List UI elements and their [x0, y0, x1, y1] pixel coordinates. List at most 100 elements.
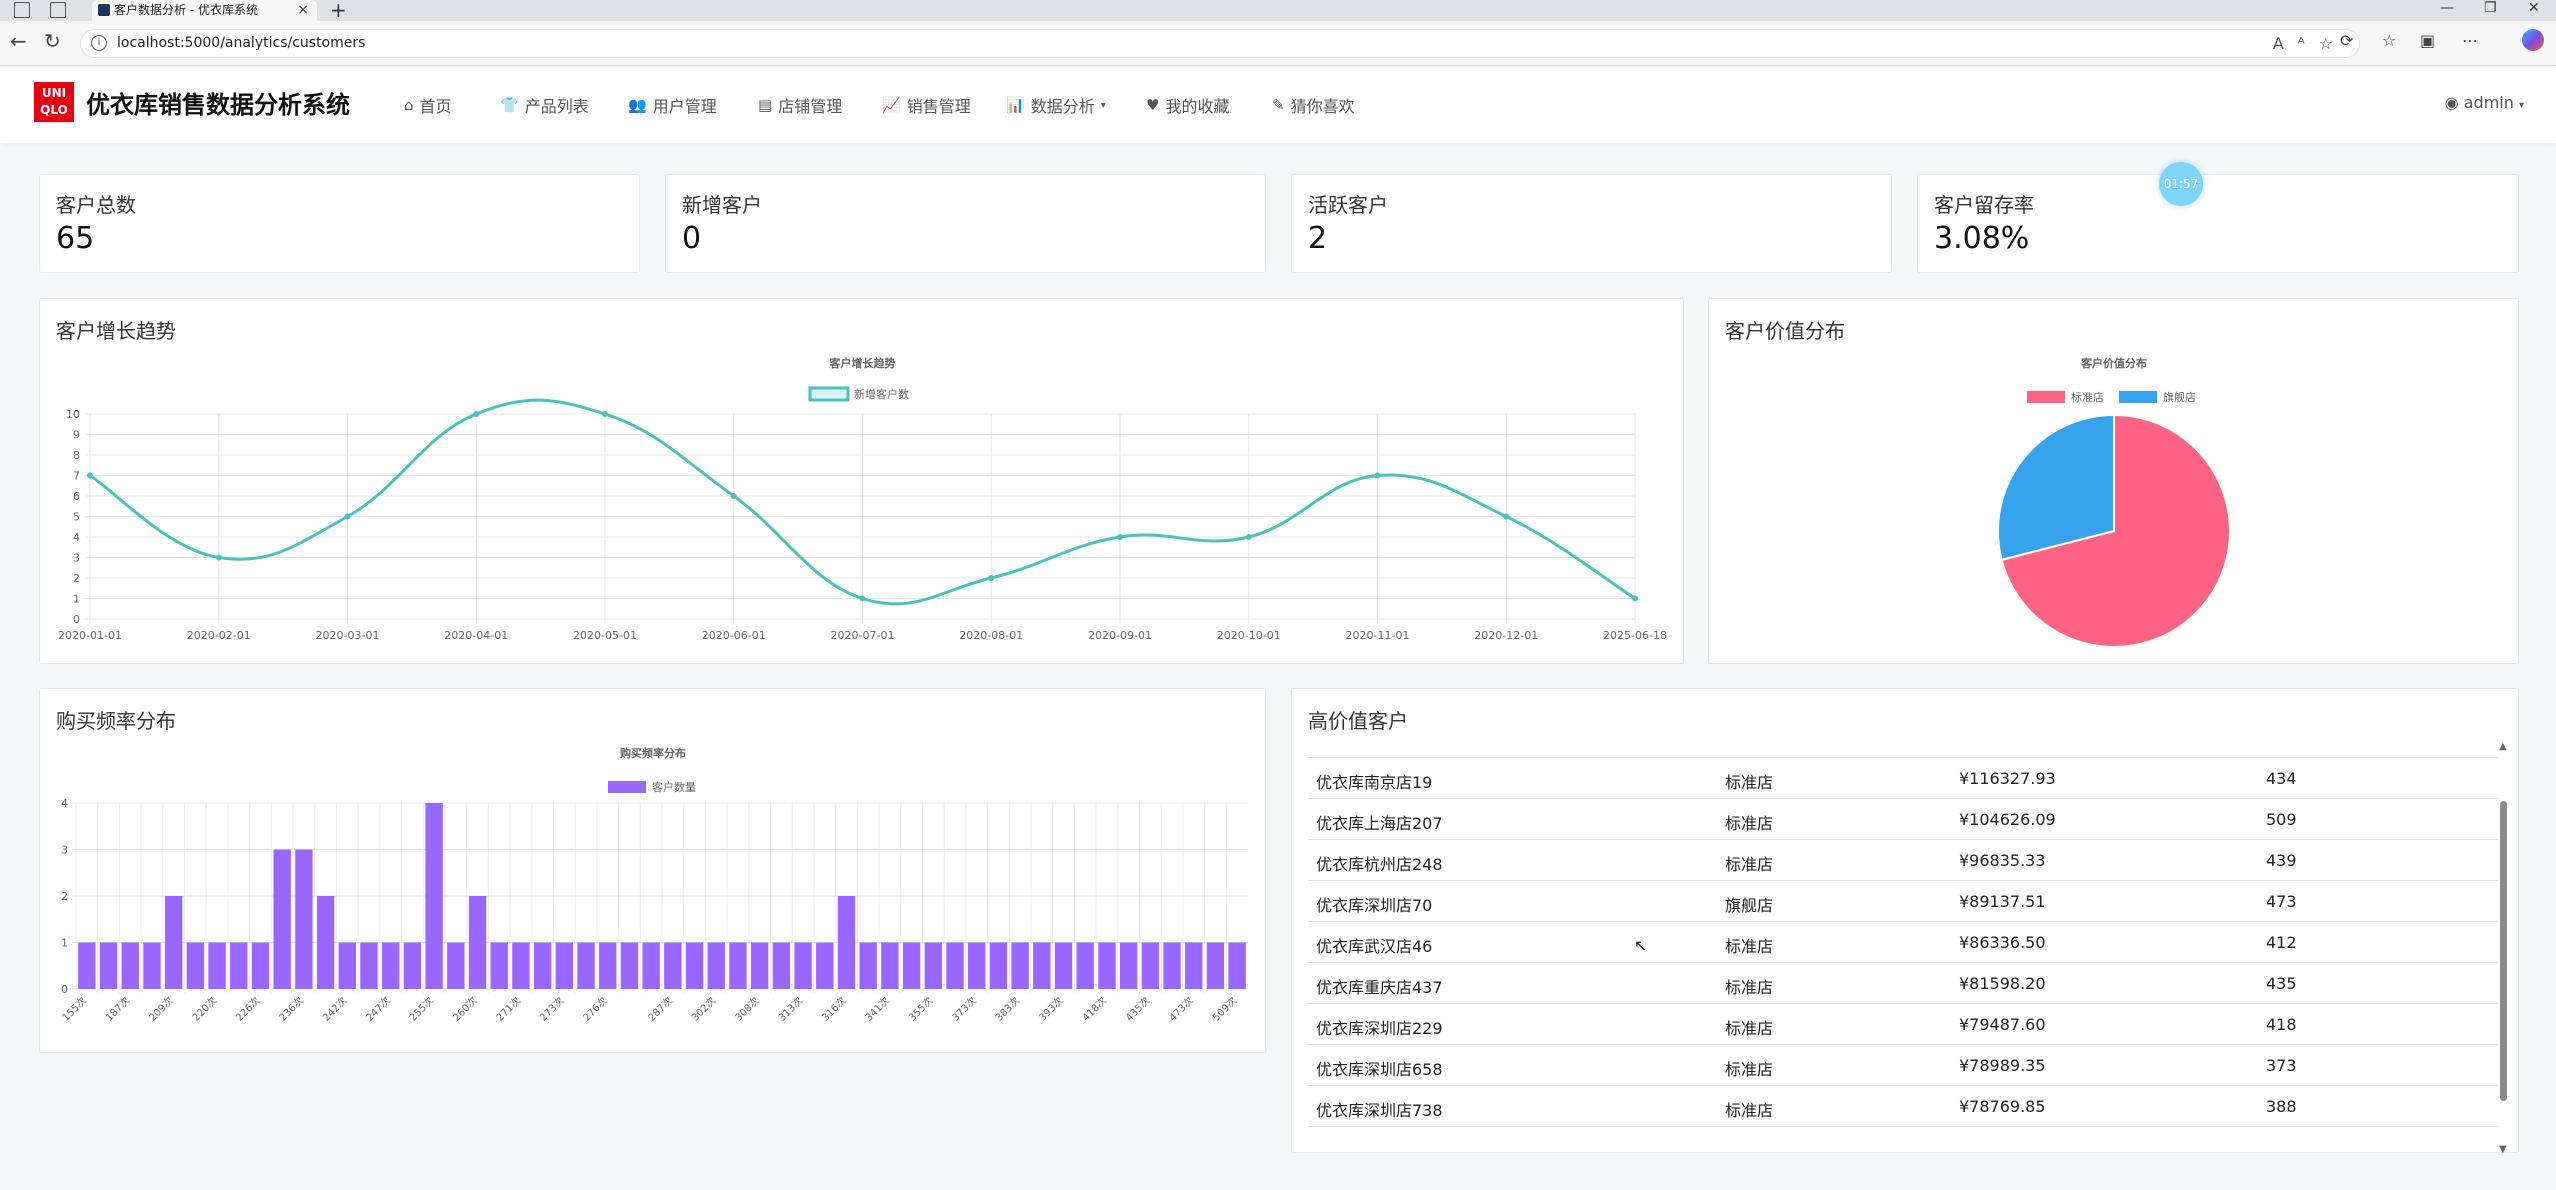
reload-icon[interactable]: ↻ [44, 29, 61, 53]
y-tick-label: 10 [66, 408, 80, 421]
scroll-down-icon[interactable]: ▼ [2499, 1144, 2507, 1155]
url-field[interactable]: i localhost:5000/analytics/customers Aᴬ☆ [80, 29, 2360, 58]
more-icon[interactable]: ⋯ [2462, 31, 2478, 50]
cell-amount: ¥86336.50 [1959, 933, 2046, 952]
table-row[interactable]: 优衣库深圳店70 旗舰店 ¥89137.51 473 [1308, 881, 2498, 922]
high-value-table[interactable]: 优衣库南京店19 标准店 ¥116327.93 434 优衣库上海店207 标准店 ¥104… [1308, 745, 2498, 1153]
nav-item-products[interactable]: 👕 产品列表 [500, 93, 589, 117]
table-row[interactable]: 优衣库上海店207 标准店 ¥104626.09 509 [1308, 799, 2498, 840]
bar [447, 942, 465, 989]
bar [533, 942, 552, 989]
x-tick-label: 308次 [732, 994, 762, 1024]
nav-item-recommend[interactable]: ✎ 猜你喜欢 [1272, 93, 1355, 117]
panel-title: 高价值客户 [1308, 709, 1408, 733]
brand-title[interactable]: 优衣库销售数据分析系统 [86, 91, 350, 119]
y-tick-label: 9 [73, 429, 80, 442]
minimize-icon[interactable]: — [2440, 0, 2454, 16]
bar [143, 942, 161, 989]
cell-count: 439 [2266, 851, 2297, 870]
tab-actions-icon[interactable] [50, 2, 66, 18]
stat-card-active: 活跃客户 2 [1291, 174, 1892, 273]
caret-down-icon: ▾ [2518, 100, 2524, 111]
table-row[interactable]: 优衣库武汉店46 标准店 ¥86336.50 412 [1308, 922, 2498, 963]
new-tab-button[interactable]: + [330, 0, 347, 22]
workspaces-icon[interactable] [14, 2, 30, 18]
cell-name: 优衣库深圳店70 [1316, 896, 1433, 915]
y-tick-label: 3 [61, 844, 68, 857]
extensions-icon[interactable]: ⟳ [2340, 31, 2354, 50]
user-menu[interactable]: ◉ admin ▾ [2445, 93, 2524, 112]
bar [1033, 942, 1051, 989]
bar [360, 942, 378, 989]
close-tab-icon[interactable]: × [297, 2, 309, 18]
x-tick-label: 209次 [146, 994, 176, 1024]
x-tick-label: 2020-03-01 [316, 629, 380, 642]
stat-label: 新增客户 [682, 193, 762, 217]
panel-title: 客户增长趋势 [56, 319, 176, 343]
omnibox-actions-icon[interactable]: Aᴬ☆ [2272, 34, 2347, 53]
copilot-icon[interactable] [2522, 29, 2544, 51]
cell-name: 优衣库上海店207 [1316, 814, 1443, 833]
cell-type: 标准店 [1725, 1019, 1774, 1038]
favorites-icon[interactable]: ☆ [2382, 31, 2397, 50]
restore-icon[interactable]: ❐ [2484, 0, 2497, 16]
timer-badge[interactable]: 01:57 [2159, 162, 2203, 206]
scroll-thumb[interactable] [2500, 801, 2507, 1101]
scroll-up-icon[interactable]: ▲ [2499, 741, 2507, 752]
back-icon[interactable]: ← [10, 29, 27, 53]
x-tick-label: 435次 [1123, 994, 1153, 1024]
high-value-panel: 高价值客户 优衣库南京店19 标准店 ¥116327.93 434 优衣库上海店207 标… [1291, 688, 2519, 1155]
x-tick-label: 220次 [189, 994, 219, 1024]
table-scrollbar[interactable]: ▲ ▼ [2498, 741, 2508, 1155]
cell-count: 418 [2266, 1015, 2297, 1034]
site-info-icon[interactable]: i [91, 35, 107, 51]
x-tick-label: 418次 [1079, 994, 1109, 1024]
close-window-icon[interactable]: ✕ [2528, 0, 2540, 16]
bar [403, 942, 422, 989]
data-point [1117, 534, 1123, 540]
table-row[interactable]: 优衣库深圳店738 标准店 ¥78769.85 388 [1308, 1086, 2498, 1127]
url-text: localhost:5000/analytics/customers [117, 35, 366, 51]
caret-down-icon: ▾ [1100, 99, 1106, 111]
stat-value: 65 [56, 221, 95, 256]
bar [599, 942, 617, 989]
collections-icon[interactable]: ▣ [2420, 31, 2436, 50]
browser-tab[interactable]: 客户数据分析 - 优衣库系统 × [92, 0, 317, 21]
nav-item-users[interactable]: 👥 用户管理 [628, 93, 717, 117]
nav-item-favorites[interactable]: ♥ 我的收藏 [1146, 93, 1229, 117]
pie-slice [1997, 413, 2115, 562]
bar [772, 942, 791, 989]
y-tick-label: 7 [73, 470, 80, 483]
cell-amount: ¥79487.60 [1959, 1015, 2046, 1034]
x-tick-label: 2020-08-01 [959, 629, 1023, 642]
table-row[interactable]: 优衣库深圳店229 标准店 ¥79487.60 418 [1308, 1004, 2498, 1045]
home-icon: ⌂ [404, 96, 414, 114]
nav-item-analytics[interactable]: 📊 数据分析 ▾ [1006, 93, 1106, 117]
bar [859, 942, 877, 989]
table-row[interactable]: 优衣库深圳店658 标准店 ¥78989.35 373 [1308, 1045, 2498, 1086]
data-point [344, 513, 351, 520]
x-tick-label: 2020-01-01 [58, 629, 122, 642]
chart-title: 购买频率分布 [620, 746, 686, 760]
nav-item-stores[interactable]: ▤ 店铺管理 [758, 93, 842, 117]
legend-label: 旗舰店 [2163, 390, 2196, 404]
x-tick-label: 2020-07-01 [831, 629, 895, 642]
bar [78, 942, 96, 989]
uniqlo-logo[interactable]: UNI QLO [34, 82, 74, 122]
nav-item-sales[interactable]: 📈 销售管理 [882, 93, 971, 117]
cell-name: 优衣库重庆店437 [1316, 978, 1443, 997]
cell-count: 473 [2266, 892, 2297, 911]
legend-swatch [2119, 391, 2157, 403]
heart-icon: ♥ [1146, 96, 1160, 114]
table-row[interactable]: 优衣库重庆店437 标准店 ¥81598.20 435 [1308, 963, 2498, 1004]
table-row[interactable]: 优衣库南京店19 标准店 ¥116327.93 434 [1308, 758, 2498, 799]
cell-name: 优衣库杭州店248 [1316, 855, 1443, 874]
x-tick-label: 247次 [363, 994, 393, 1024]
nav-item-home[interactable]: ⌂ 首页 [404, 93, 452, 117]
bar [664, 942, 682, 989]
stat-label: 客户总数 [56, 193, 136, 217]
chart-title: 客户增长趋势 [829, 356, 896, 370]
bar [816, 942, 834, 989]
legend-swatch [608, 781, 646, 793]
table-row[interactable]: 优衣库杭州店248 标准店 ¥96835.33 439 [1308, 840, 2498, 881]
